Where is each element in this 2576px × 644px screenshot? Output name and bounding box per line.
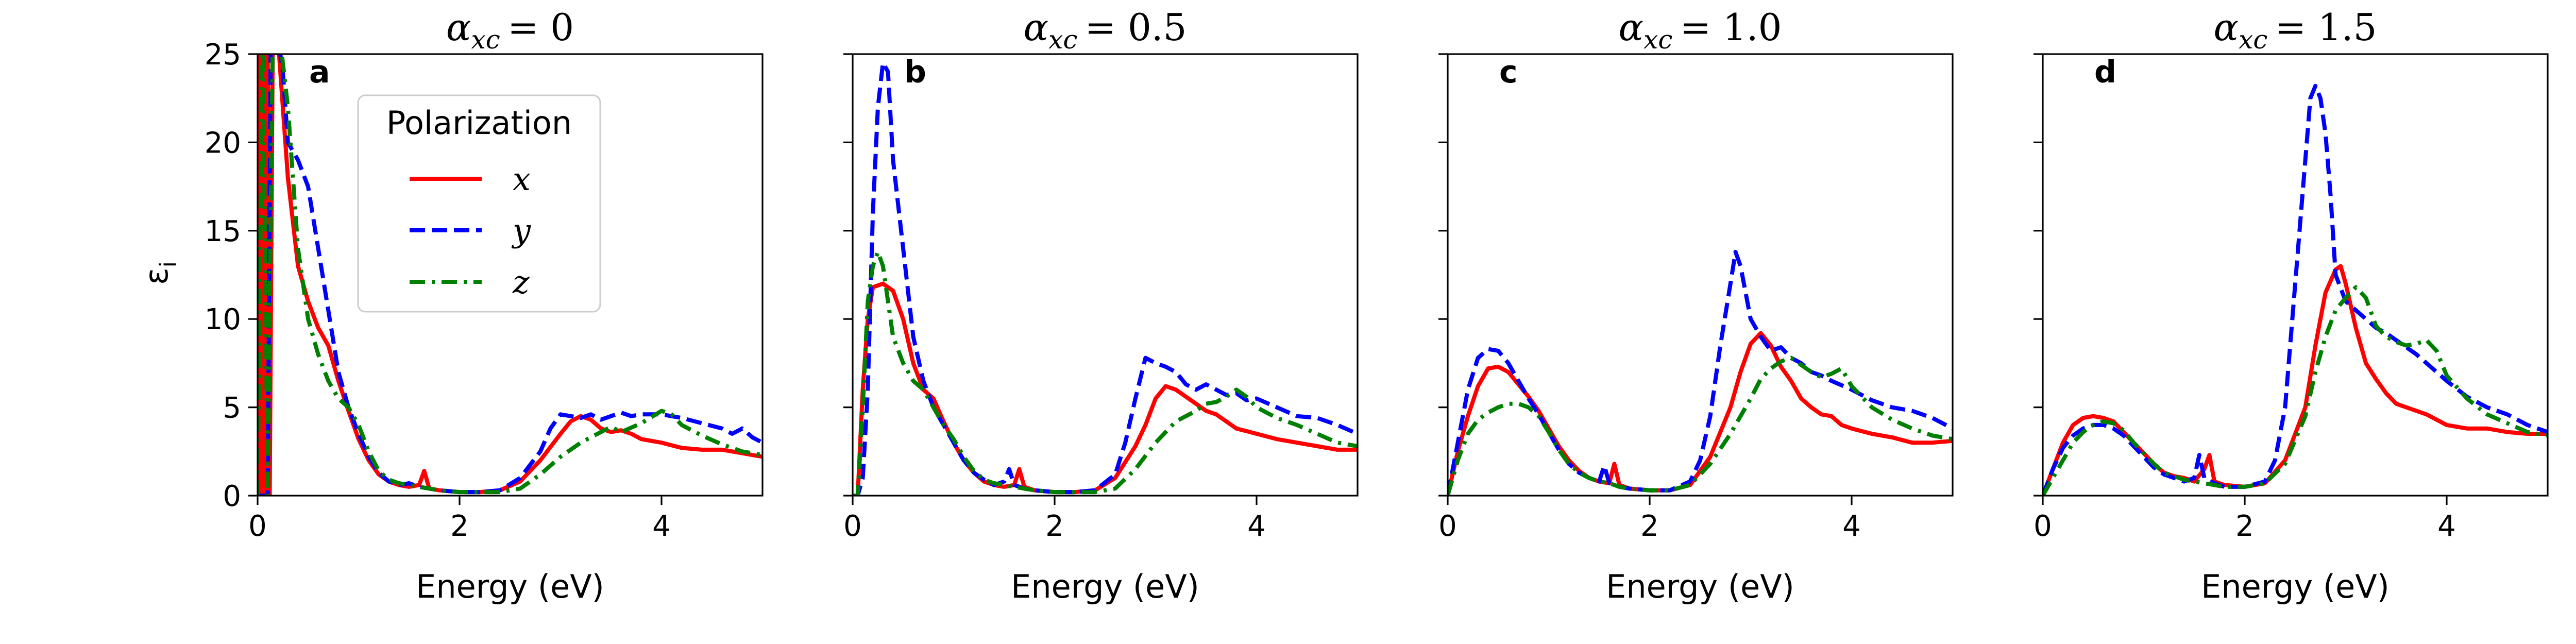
y-tick-label: 15 [205,215,241,248]
series-line-y [1448,249,1953,496]
series-line-z [2043,285,2548,496]
x-tick-label: 4 [1247,510,1266,543]
panel-title-symbol: α [1619,6,1644,49]
panel-title-symbol: α [2214,6,2239,49]
y-tick-label: 20 [205,126,241,160]
y-tick-label: 5 [223,392,241,425]
x-axis-label: Energy (eV) [416,568,604,605]
y-axis-label-main: ε [138,267,175,285]
x-axis-label: Energy (eV) [2201,568,2389,605]
panel-title-subscript: xc [471,25,500,55]
legend-label-y: y [511,212,531,249]
x-tick-label: 4 [652,510,671,543]
panel-title: αxc = 0 [446,6,574,55]
series-line-z [853,249,1358,496]
series-line-y [853,61,1358,496]
panel-title-value: = 0.5 [1077,6,1187,49]
y-tick-label: 0 [223,480,241,513]
y-tick-label: 25 [205,38,241,72]
series-line-y [2043,83,2548,496]
series-group [1448,249,1953,496]
series-line-x [1448,331,1953,496]
axes-frame [852,53,1359,497]
panel-title-value: = 1.0 [1672,6,1782,49]
panel-c: 0 2 4 Energy (eV) αxc = 1.0 c [1438,6,1954,605]
axes-frame [257,53,764,497]
panel-letter: a [309,54,330,90]
series-group [853,61,1358,496]
panel-title-subscript: xc [1643,25,1672,55]
panel-d: 0 2 4 Energy (eV) αxc = 1.5 d [2033,6,2549,605]
legend-label-z: z [512,263,530,301]
y-axis-label: εi [138,261,181,285]
panel-title-value: = 0 [500,6,574,49]
panel-title-symbol: α [1024,6,1049,49]
x-axis-label: Energy (eV) [1011,568,1199,605]
x-axis-label: Energy (eV) [1606,568,1794,605]
series-group [258,54,762,496]
panel-title-subscript: xc [1048,25,1077,55]
series-line-z [1448,355,1953,496]
svg-text:εi: εi [138,261,181,285]
y-tick-label: 10 [205,303,241,336]
panel-a: 0 2 4 0 5 10 15 20 25 Energy (eV) αxc = 0 a [205,6,764,605]
x-tick-label: 2 [1640,510,1659,543]
x-tick-label: 2 [1045,510,1064,543]
axes-frame [2042,53,2549,497]
x-tick-label: 0 [2033,510,2052,543]
panel-title: αxc = 1.5 [2214,6,2377,55]
series-line-x [2043,264,2548,496]
series-line-x [853,281,1358,496]
series-line-z [258,54,762,496]
x-tick-label: 4 [1842,510,1861,543]
x-tick-label: 2 [2235,510,2254,543]
series-group [2043,83,2548,496]
panel-title-subscript: xc [2239,25,2267,55]
x-tick-label: 0 [1438,510,1457,543]
panel-title: αxc = 0.5 [1024,6,1187,55]
panel-letter: b [904,54,926,90]
legend-label-x: x [513,160,531,198]
panel-title-value: = 1.5 [2267,6,2377,49]
panel-title: αxc = 1.0 [1619,6,1782,55]
x-tick-label: 2 [450,510,469,543]
axes-frame [1447,53,1954,497]
legend-title: Polarization [386,104,572,142]
panel-b: 0 2 4 Energy (eV) αxc = 0.5 b [843,6,1359,605]
y-axis-label-sub: i [155,261,181,267]
panel-letter: c [1499,54,1518,90]
x-tick-label: 4 [2437,510,2456,543]
x-tick-label: 0 [248,510,267,543]
legend: Polarization xyz [357,94,601,313]
panel-title-symbol: α [446,6,471,49]
panel-letter: d [2094,54,2116,90]
legend-box [357,94,601,313]
x-tick-label: 0 [843,510,862,543]
